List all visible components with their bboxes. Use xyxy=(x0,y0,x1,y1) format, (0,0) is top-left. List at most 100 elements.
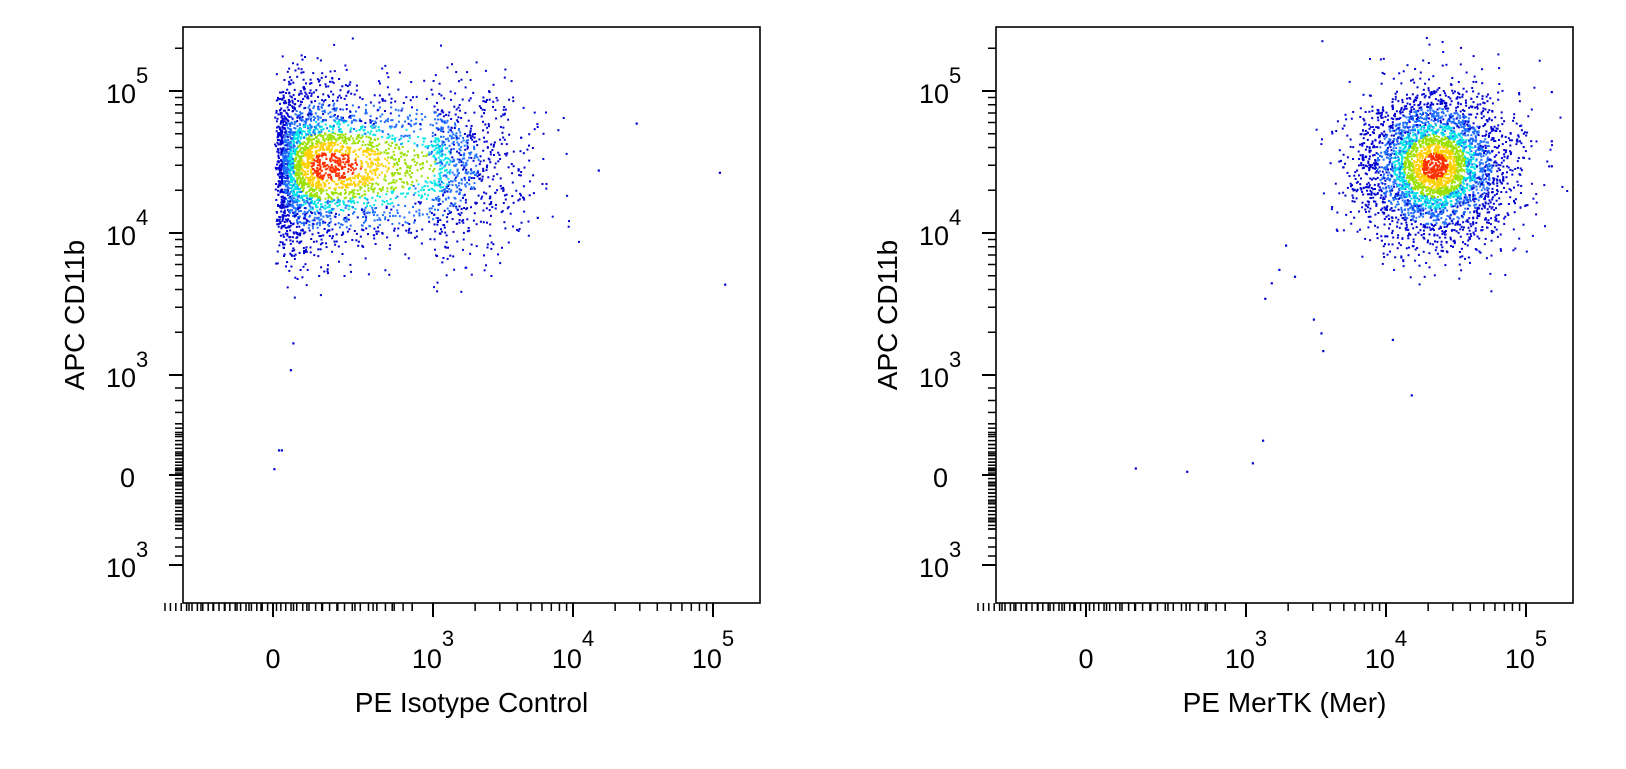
data-point xyxy=(286,106,289,109)
data-point xyxy=(440,129,443,132)
data-point xyxy=(1467,239,1470,242)
data-point xyxy=(462,164,465,167)
data-point xyxy=(303,130,306,133)
data-point xyxy=(1369,207,1372,210)
data-point xyxy=(1416,247,1419,249)
data-point xyxy=(293,149,296,151)
data-point xyxy=(329,168,332,171)
data-point xyxy=(333,191,335,194)
data-point xyxy=(353,93,356,96)
data-point xyxy=(282,167,285,170)
data-point xyxy=(282,204,285,207)
data-point xyxy=(1419,136,1422,139)
data-point xyxy=(290,115,293,118)
data-point xyxy=(374,243,377,245)
data-point xyxy=(446,207,449,210)
data-point xyxy=(439,113,442,116)
data-point xyxy=(277,154,280,157)
data-point xyxy=(289,169,292,172)
data-point xyxy=(429,238,432,241)
data-point xyxy=(1420,135,1422,138)
data-point xyxy=(293,158,296,161)
data-point xyxy=(322,113,325,116)
data-point xyxy=(512,201,515,204)
data-point xyxy=(353,183,356,185)
data-point xyxy=(282,147,284,150)
data-point xyxy=(290,175,293,178)
data-point xyxy=(275,183,278,185)
data-point xyxy=(409,167,412,170)
data-point xyxy=(311,168,314,171)
data-point xyxy=(290,145,293,148)
data-point xyxy=(1426,109,1429,112)
data-point xyxy=(332,193,335,196)
data-point xyxy=(385,141,388,143)
data-point xyxy=(1487,167,1489,170)
data-point xyxy=(482,120,484,123)
data-point xyxy=(1423,168,1426,171)
data-point xyxy=(331,108,334,111)
data-point xyxy=(450,180,452,183)
data-point xyxy=(369,157,372,160)
data-point xyxy=(283,120,286,123)
data-point xyxy=(275,220,278,222)
data-point xyxy=(286,113,289,115)
data-point xyxy=(326,268,329,271)
data-point xyxy=(290,156,293,159)
data-point xyxy=(349,130,352,133)
data-point xyxy=(1460,160,1463,163)
data-point xyxy=(453,127,456,130)
data-point xyxy=(381,98,384,101)
data-point xyxy=(376,159,379,162)
data-point xyxy=(430,88,433,91)
data-point xyxy=(275,262,278,265)
data-point xyxy=(284,189,286,192)
data-point xyxy=(1404,199,1407,202)
data-point xyxy=(1423,152,1426,154)
data-point xyxy=(299,165,302,168)
data-point xyxy=(285,151,288,154)
data-point xyxy=(365,216,368,219)
data-point xyxy=(348,116,351,119)
data-point xyxy=(1462,181,1464,184)
data-point xyxy=(348,149,351,152)
data-point xyxy=(463,152,466,155)
data-point xyxy=(520,171,523,173)
data-point xyxy=(390,190,393,193)
data-point xyxy=(452,147,455,150)
data-point xyxy=(1425,212,1428,215)
data-point xyxy=(419,201,422,204)
data-point xyxy=(328,142,331,144)
data-point xyxy=(282,120,285,123)
data-point xyxy=(1456,96,1459,99)
data-point xyxy=(298,225,301,228)
data-point xyxy=(458,192,461,195)
data-point xyxy=(488,91,491,94)
data-point xyxy=(377,153,379,155)
data-point xyxy=(356,201,359,204)
x-tick-label: 104 xyxy=(552,626,594,674)
data-point xyxy=(277,203,280,206)
data-point xyxy=(375,182,378,185)
data-point xyxy=(415,122,418,125)
data-point xyxy=(276,160,279,163)
data-point xyxy=(320,203,323,206)
data-point xyxy=(317,186,320,189)
data-point xyxy=(462,248,464,251)
data-point xyxy=(433,286,435,289)
data-point xyxy=(391,119,394,122)
data-point xyxy=(426,145,429,148)
data-point xyxy=(384,269,387,272)
data-point xyxy=(390,181,393,184)
data-point xyxy=(498,153,501,156)
data-point xyxy=(1483,243,1486,246)
data-point xyxy=(334,215,337,218)
data-point xyxy=(396,195,399,198)
data-point xyxy=(308,148,311,151)
data-point xyxy=(473,111,476,114)
data-point xyxy=(460,164,463,167)
data-point xyxy=(282,196,285,199)
data-point xyxy=(344,152,347,155)
data-point xyxy=(330,144,333,147)
data-point xyxy=(305,221,308,223)
